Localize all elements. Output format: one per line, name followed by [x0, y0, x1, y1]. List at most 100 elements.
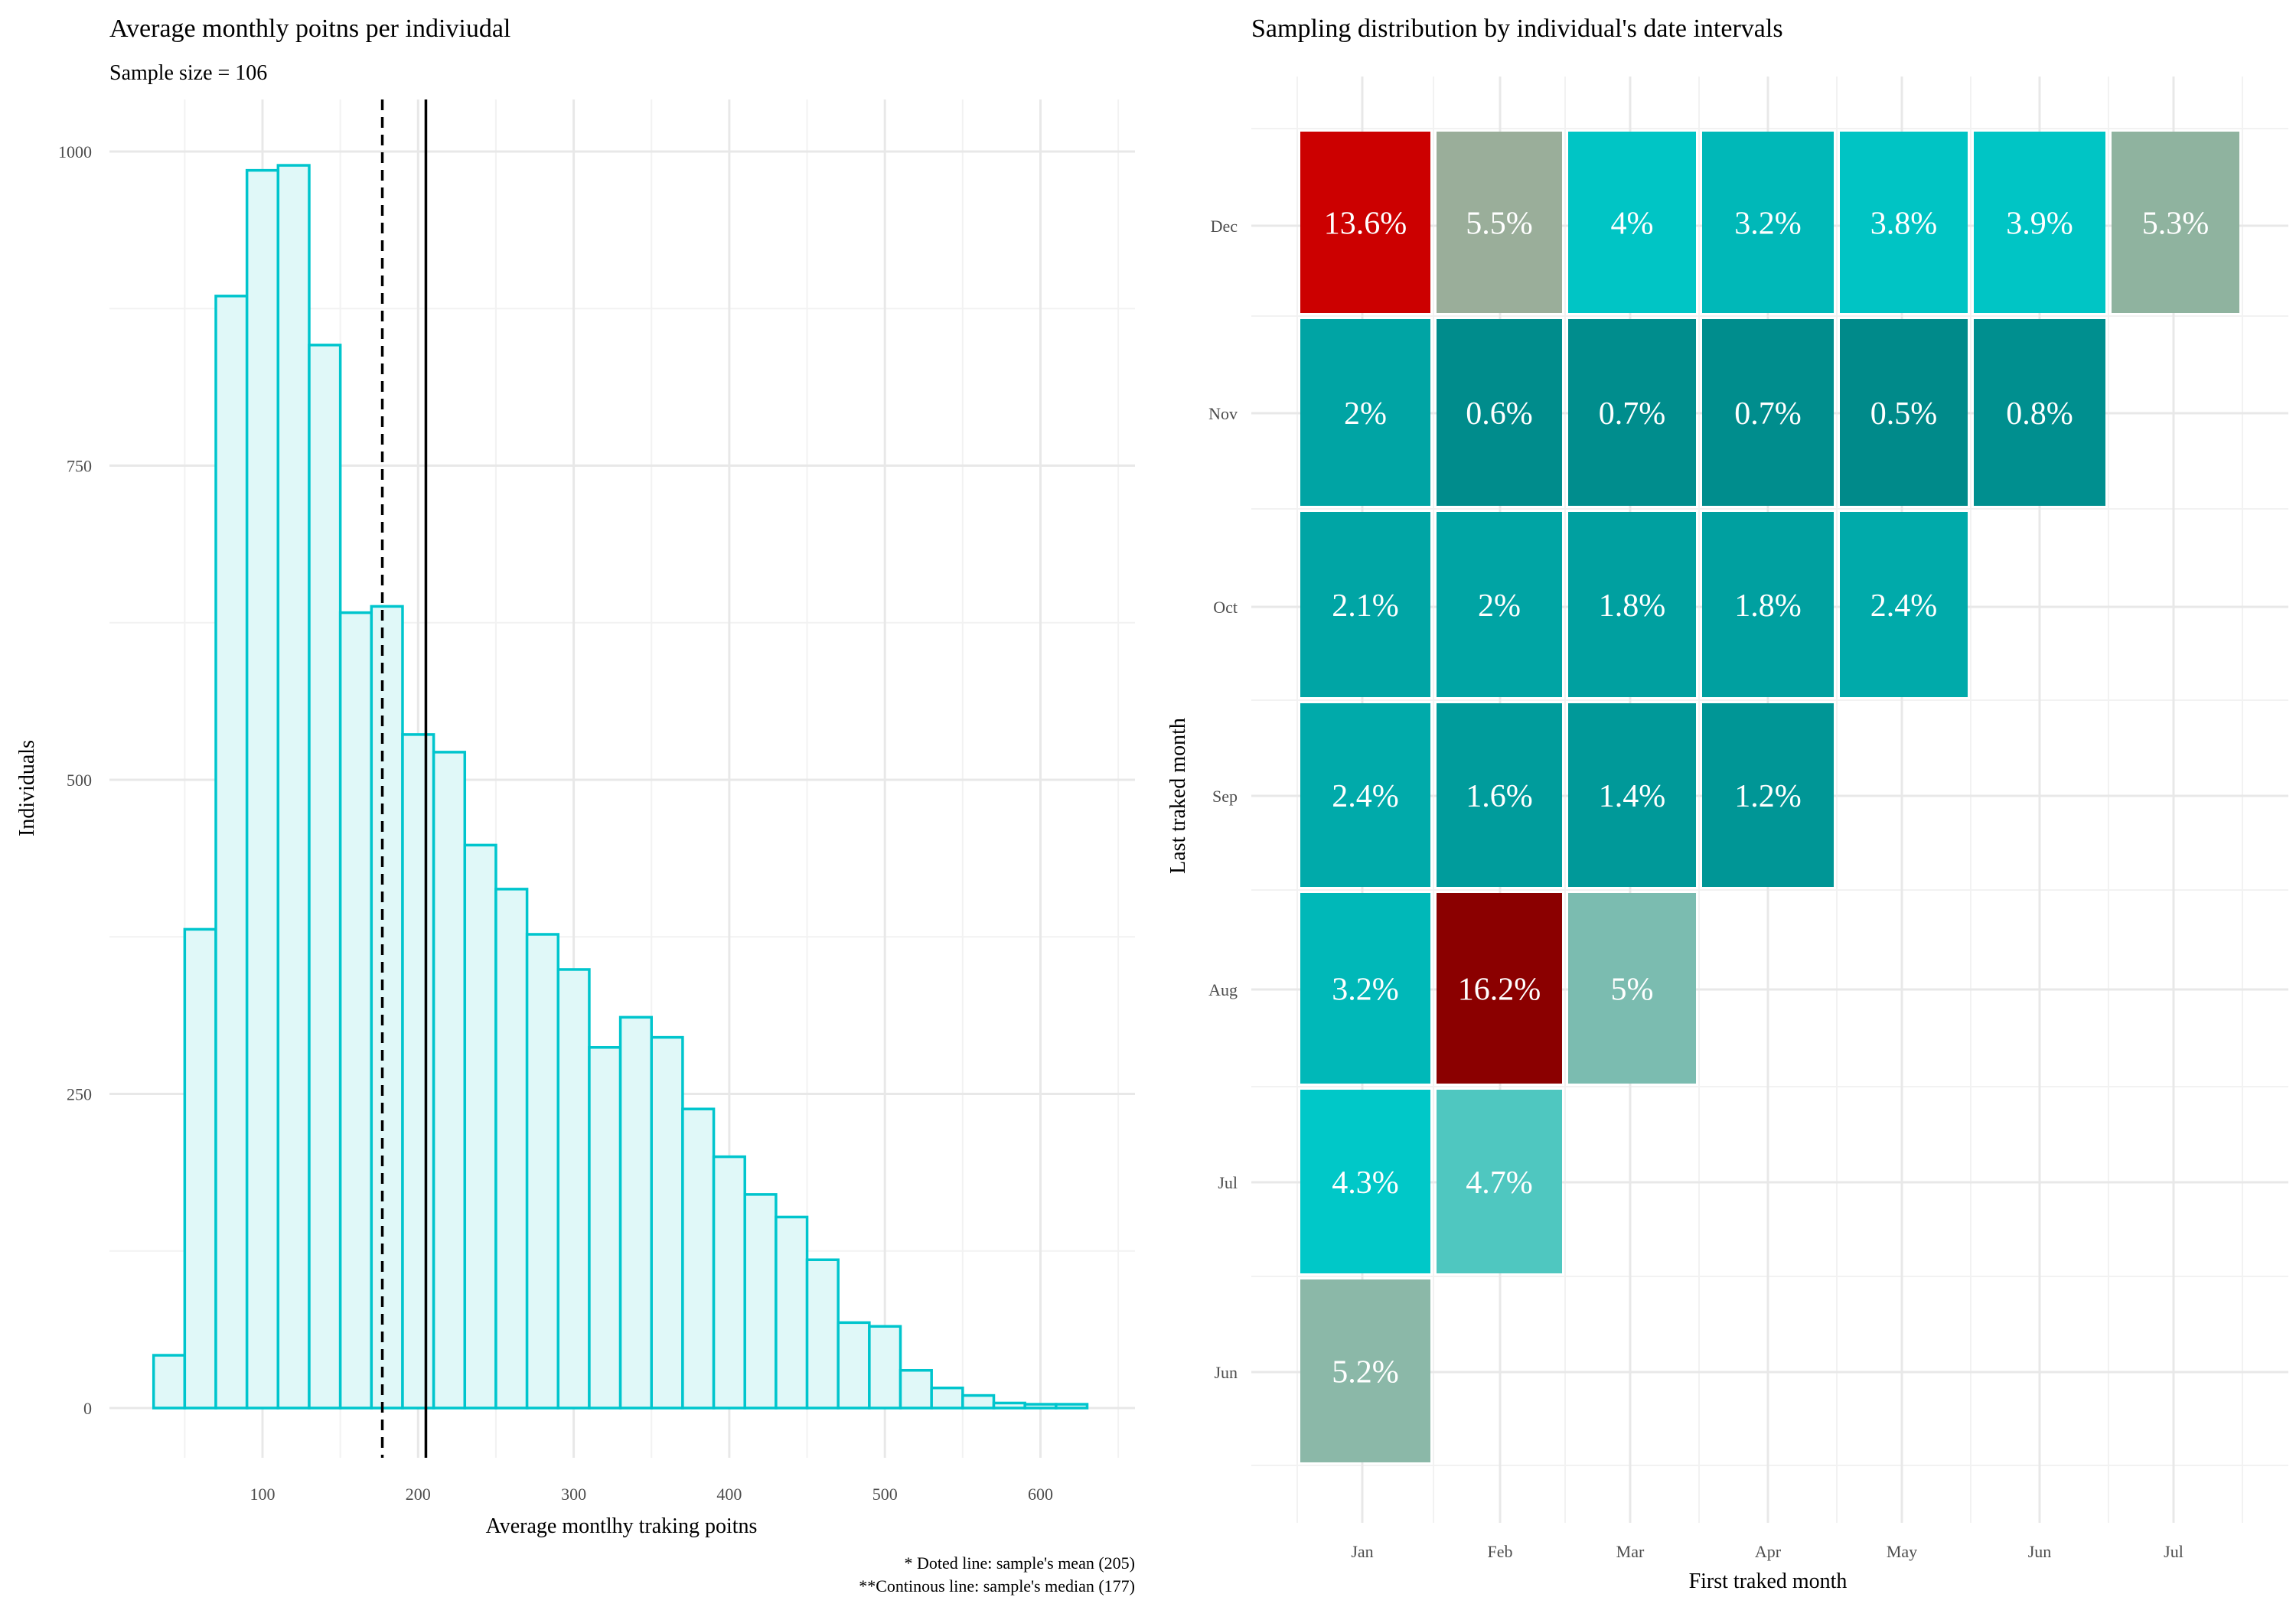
histogram-bar [214, 295, 249, 1410]
histogram-bar [899, 1368, 933, 1410]
histogram-bar [618, 1015, 654, 1410]
heatmap-x-tick-label: Jul [2164, 1542, 2183, 1561]
histogram-bar [1055, 1403, 1089, 1410]
heatmap-x-tick-labels: Jan Feb Mar Apr May Jun Jul [1351, 1542, 2183, 1561]
histogram-note-median: **Continous line: sample's median (177) [859, 1576, 1135, 1596]
histogram-bars [152, 164, 1089, 1410]
histogram-y-tick-label: 0 [83, 1399, 92, 1418]
heatmap-y-tick-label: Jun [1214, 1363, 1238, 1382]
histogram-bar [743, 1193, 778, 1410]
heatmap-y-axis-label: Last traked month [1166, 718, 1190, 874]
histogram-bar [805, 1258, 840, 1410]
heatmap-cell [1300, 1279, 1430, 1462]
heatmap-cell [1300, 512, 1430, 697]
heatmap-cell [1974, 132, 2105, 313]
heatmap-cell-label: 5.3% [2142, 207, 2210, 242]
histogram-bar [401, 733, 435, 1410]
heatmap-y-tick-label: Sep [1212, 787, 1238, 806]
heatmap-cell-label: 1.8% [1734, 588, 1802, 624]
histogram-y-tick-label: 500 [67, 771, 92, 790]
heatmap-y-tick-labels: Dec Nov Oct Sep Aug Jul Jun [1208, 217, 1238, 1382]
heatmap-cell [1840, 132, 1968, 313]
heatmap-cell-label: 13.6% [1324, 207, 1407, 242]
histogram-x-tick-labels: 100 200 300 400 500 600 [250, 1485, 1054, 1504]
histogram-subtitle: Sample size = 106 [109, 61, 267, 85]
heatmap-cell [2112, 132, 2239, 313]
histogram-bar [588, 1045, 622, 1410]
heatmap-cell [1568, 132, 1696, 313]
heatmap-cell-label: 2.4% [1870, 588, 1938, 624]
heatmap-cell-label: 16.2% [1458, 973, 1541, 1008]
heatmap-cell-label: 3.9% [2006, 207, 2073, 242]
heatmap-cell-label: 2% [1478, 588, 1521, 624]
heatmap-x-tick-label: May [1887, 1542, 1917, 1561]
heatmap-cell-label: 5.5% [1466, 207, 1533, 242]
histogram-bar [338, 611, 373, 1410]
heatmap-cell [1300, 1090, 1430, 1273]
heatmap-y-tick-label: Jul [1218, 1173, 1238, 1192]
heatmap-cell-label: 0.6% [1466, 396, 1533, 432]
heatmap-cell-label: 3.2% [1332, 973, 1399, 1008]
heatmap-y-tick-label: Aug [1208, 980, 1238, 999]
heatmap-x-tick-label: Feb [1488, 1542, 1513, 1561]
heatmap-cell [1840, 512, 1968, 697]
heatmap-cell [1300, 893, 1430, 1084]
heatmap-cell [1300, 132, 1430, 313]
histogram-bar [525, 933, 560, 1410]
heatmap-cell-label: 4.7% [1466, 1165, 1533, 1201]
heatmap-cell-label: 5% [1611, 973, 1654, 1008]
histogram-bar [494, 888, 529, 1410]
heatmap-cell-label: 1.8% [1599, 588, 1666, 624]
heatmap-cell-label: 5.2% [1332, 1355, 1399, 1390]
histogram-x-tick-label: 600 [1028, 1485, 1053, 1504]
heatmap-title: Sampling distribution by individual's da… [1251, 15, 1783, 43]
heatmap-cell [1702, 319, 1834, 506]
histogram-x-axis-label: Average montlhy traking poitns [486, 1514, 758, 1538]
histogram-bar [183, 927, 217, 1410]
histogram-bar [245, 168, 280, 1410]
histogram-bar [930, 1386, 964, 1410]
histogram-bar [370, 605, 404, 1410]
histogram-y-tick-label: 1000 [58, 142, 92, 161]
heatmap-x-tick-label: Jun [2028, 1542, 2052, 1561]
heatmap-cell-label: 0.7% [1599, 396, 1666, 432]
histogram-title: Average monthly poitns per indiviudal [109, 15, 510, 43]
heatmap-cell [1437, 1090, 1562, 1273]
histogram-bar [432, 751, 467, 1410]
heatmap-cell-label: 0.8% [2006, 396, 2073, 432]
heatmap-cell-label: 2.1% [1332, 588, 1399, 624]
heatmap-cell [1974, 319, 2105, 506]
histogram-reference-lines [380, 99, 428, 1458]
heatmap-cell [1437, 893, 1562, 1084]
heatmap-cell [1437, 512, 1562, 697]
heatmap-cell-label: 1.6% [1466, 779, 1533, 814]
heatmap-cell [1437, 132, 1562, 313]
heatmap-cell-label: 4.3% [1332, 1165, 1399, 1201]
histogram-bar [961, 1393, 996, 1410]
heatmap-cell [1702, 132, 1834, 313]
heatmap-cell-label: 0.5% [1870, 396, 1938, 432]
histogram-bar [152, 1354, 187, 1410]
histogram-x-tick-label: 200 [406, 1485, 431, 1504]
histogram-bar [556, 968, 591, 1410]
heatmap-cells: 13.6% 5.5% 4% 3.2% 3.8% 3.9% 5.3% 2% 0.6% 0.7% 0.7… [1300, 132, 2239, 1462]
heatmap-x-tick-label: Apr [1755, 1542, 1782, 1561]
heatmap-x-tick-label: Mar [1616, 1542, 1645, 1561]
histogram-bar [276, 164, 311, 1410]
heatmap-cell [1568, 512, 1696, 697]
histogram-bar [308, 344, 342, 1410]
histogram-x-tick-label: 100 [250, 1485, 276, 1504]
heatmap-y-tick-label: Oct [1213, 598, 1238, 617]
heatmap-panel: Sampling distribution by individual's da… [1166, 15, 2288, 1593]
heatmap-cell [1702, 703, 1834, 887]
heatmap-cell [1702, 512, 1834, 697]
heatmap-x-axis-label: First traked month [1689, 1570, 1848, 1593]
histogram-bar [1023, 1403, 1058, 1410]
histogram-bar [868, 1325, 902, 1410]
heatmap-y-tick-label: Dec [1211, 217, 1238, 236]
histogram-bar [775, 1215, 809, 1410]
heatmap-y-tick-label: Nov [1208, 404, 1238, 423]
heatmap-cell-label: 2% [1344, 396, 1387, 432]
heatmap-cell-label: 1.2% [1734, 779, 1802, 814]
